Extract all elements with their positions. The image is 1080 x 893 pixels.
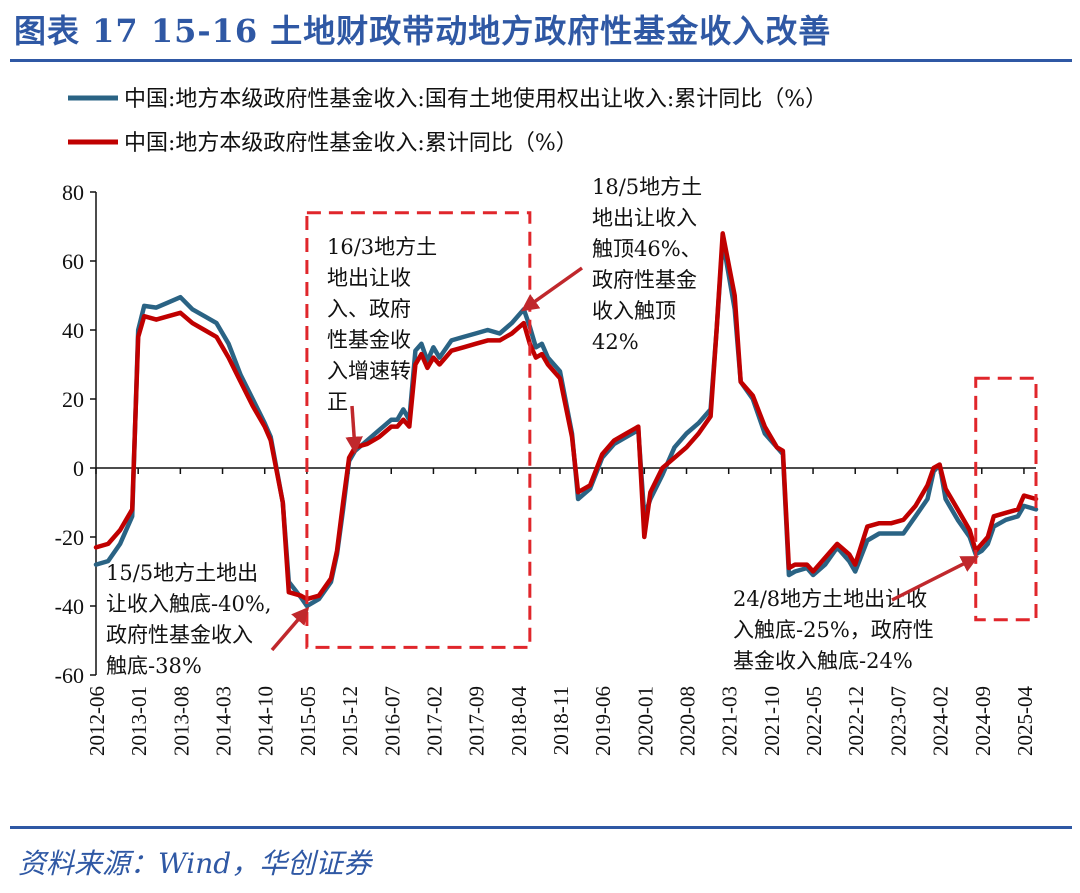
annotation-line: 收入触顶 (592, 299, 676, 323)
x-tick-label: 2025-04 (1013, 686, 1037, 756)
annotation-line: 触底-38% (106, 654, 202, 678)
x-axis: 2012-06 2013-01 2013-08 2014-03 2014-10 2015-… (85, 467, 1037, 756)
x-tick-label: 2012-06 (85, 686, 109, 756)
annotation-line: 地出让收入 (592, 206, 697, 230)
annotation-line: 入、政府 (327, 297, 411, 321)
x-tick-label: 2022-05 (802, 686, 826, 756)
x-tick-label: 2019-06 (591, 686, 615, 756)
annotation-line: 42% (592, 330, 639, 354)
highlight-boxes (305, 211, 1038, 649)
y-tick-label: 20 (62, 387, 84, 412)
legend: 中国:地方本级政府性基金收入:国有土地使用权出让收入:累计同比（%） 中国:地方… (68, 87, 827, 156)
annotation-line: 入触底-25%，政府性 (733, 618, 934, 642)
x-tick-label: 2020-01 (633, 686, 657, 756)
annotation-line: 16/3地方土 (327, 235, 437, 259)
x-tick-label: 2020-08 (676, 686, 700, 756)
annotation-line: 政府性基金收入 (106, 623, 253, 647)
y-axis: -60 -40 -20 0 20 40 60 80 (55, 180, 97, 688)
annotations: 15/5地方土地出让收入触底-40%,政府性基金收入触底-38%16/3地方土地… (106, 175, 979, 678)
annotation-line: 触顶46%、 (592, 237, 702, 261)
annotation-line: 15/5地方土地出 (106, 561, 258, 585)
x-tick-label: 2018-11 (549, 686, 573, 755)
annotation-line: 入增速转 (327, 359, 411, 383)
x-tick-label: 2013-01 (127, 686, 151, 756)
annotation-arrow (345, 405, 363, 455)
x-tick-label: 2018-04 (507, 686, 531, 756)
x-tick-label: 2015-12 (338, 686, 362, 756)
box-2015-2018 (305, 211, 532, 649)
series-line-gov-fund (93, 231, 1039, 602)
x-tick-label: 2021-10 (760, 686, 784, 756)
annotation-line: 24/8地方土地出让收 (733, 587, 927, 611)
y-tick-label: 80 (62, 180, 84, 205)
x-tick-label: 2014-10 (254, 686, 278, 756)
x-tick-label: 2022-12 (844, 686, 868, 756)
x-tick-label: 2015-05 (296, 686, 320, 756)
x-tick-label: 2024-02 (929, 686, 953, 756)
y-tick-label: 60 (62, 249, 84, 274)
legend-label-red: 中国:地方本级政府性基金收入:累计同比（%） (124, 131, 578, 156)
x-tick-label: 2017-09 (465, 686, 489, 756)
y-tick-label: -20 (55, 525, 84, 550)
series-group (93, 231, 1039, 609)
annotation-arrow (270, 606, 310, 652)
y-tick-label: -40 (55, 594, 84, 619)
annotation-arrow (520, 266, 584, 312)
annotation-line: 地出让收 (327, 266, 411, 290)
annotation-line: 基金收入触底-24% (733, 649, 913, 673)
annotation-arrow (891, 556, 979, 602)
x-tick-label: 2024-09 (971, 686, 995, 756)
x-tick-label: 2013-08 (169, 686, 193, 756)
annotation-line: 让收入触底-40%, (106, 592, 271, 616)
series-line-land-transfer (93, 238, 1039, 609)
x-tick-label: 2021-03 (718, 686, 742, 756)
y-tick-label: 0 (73, 456, 84, 481)
x-tick-label: 2017-02 (422, 686, 446, 756)
title-rule (10, 59, 1072, 62)
source-note: 资料来源：Wind，华创证券 (18, 847, 372, 880)
x-tick-label: 2016-07 (380, 686, 404, 756)
y-tick-label: 40 (62, 318, 84, 343)
annotation-line: 政府性基金 (592, 268, 697, 292)
footer-rule (10, 826, 1072, 829)
y-tick-label: -60 (55, 663, 84, 688)
annotation-line: 正 (327, 390, 348, 414)
annotation-line: 性基金收 (327, 328, 411, 352)
legend-label-blue: 中国:地方本级政府性基金收入:国有土地使用权出让收入:累计同比（%） (124, 87, 827, 112)
figure-title: 图表 17 15-16 土地财政带动地方政府性基金收入改善 (14, 12, 832, 50)
box-2024-2025 (974, 376, 1038, 622)
annotation-line: 18/5地方土 (592, 175, 702, 199)
x-tick-label: 2014-03 (212, 686, 236, 756)
x-tick-label: 2023-07 (886, 686, 910, 756)
